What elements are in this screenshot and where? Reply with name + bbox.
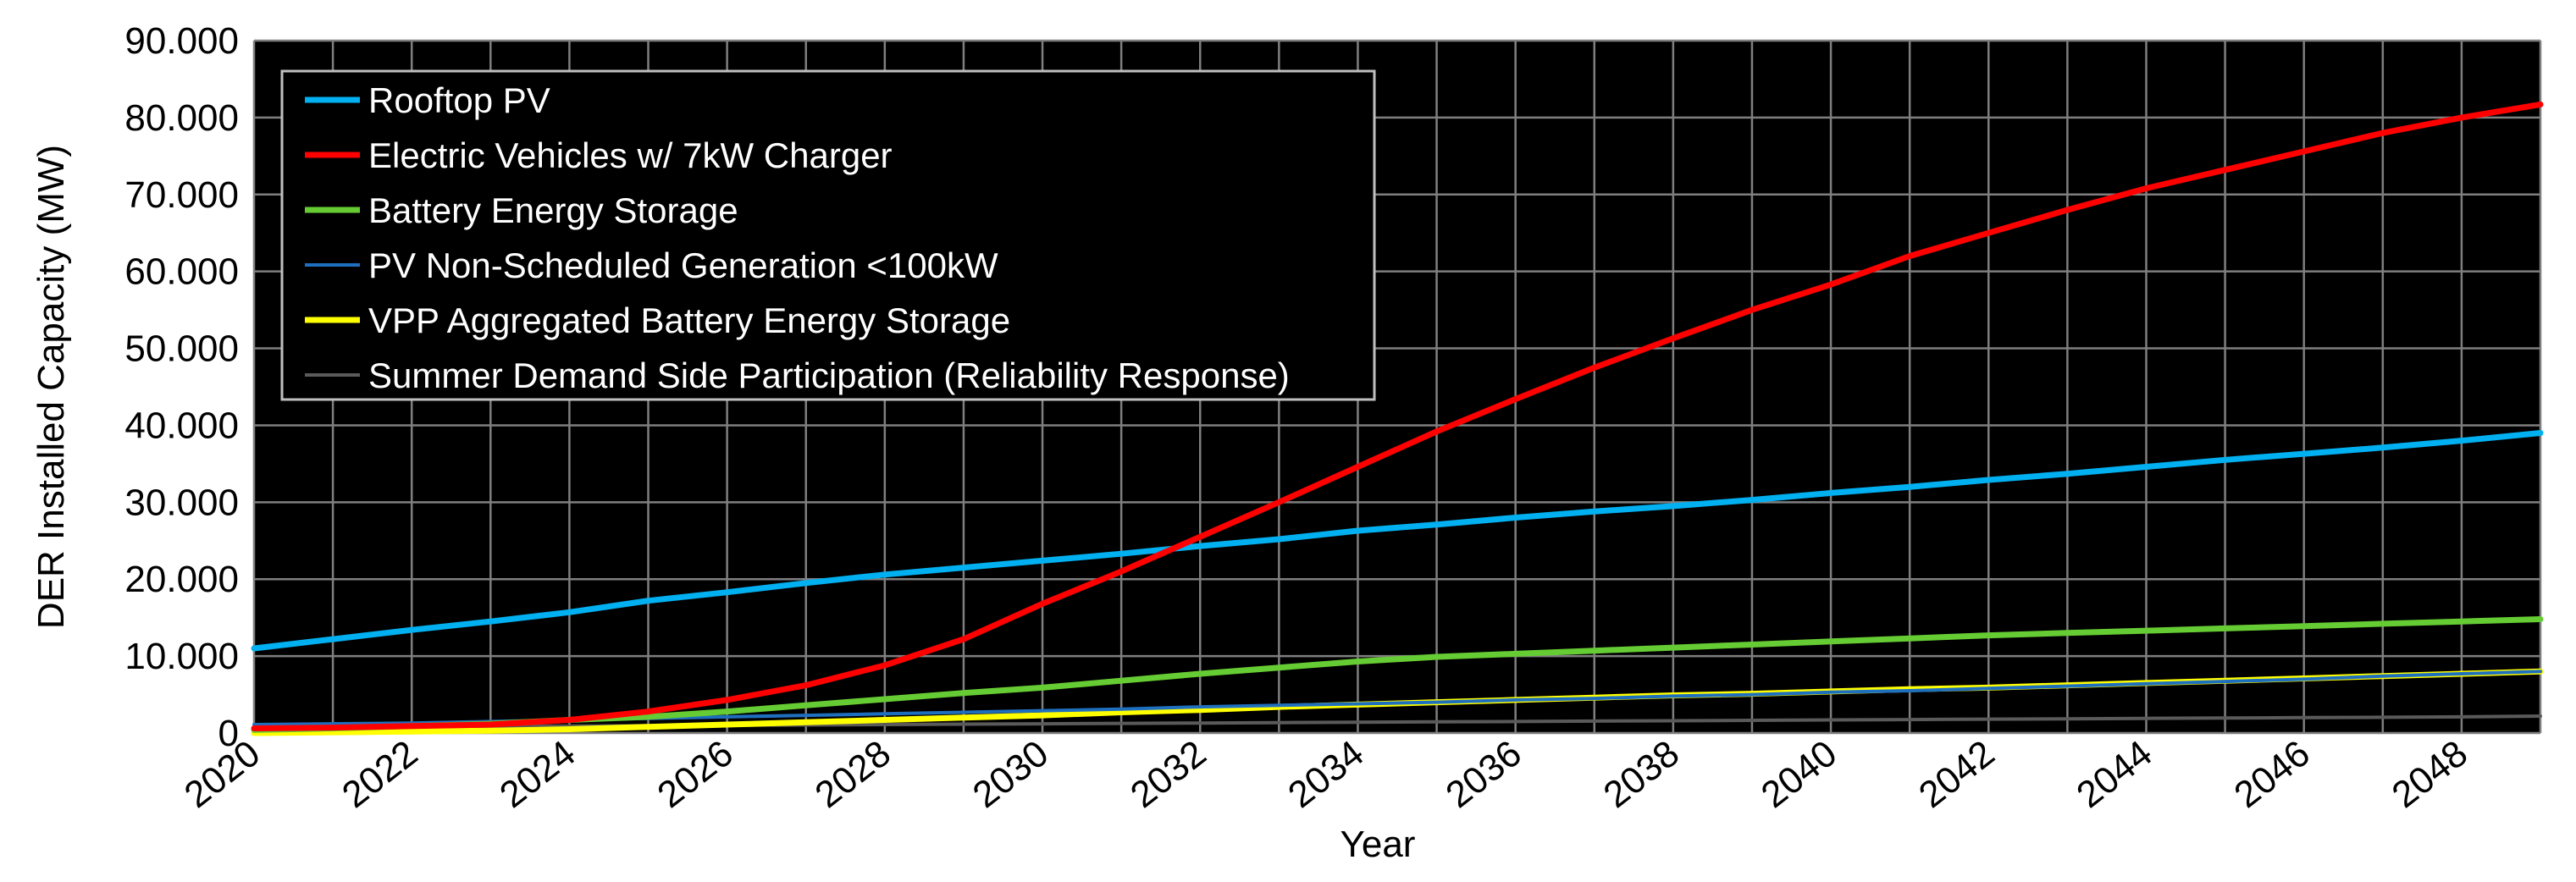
y-axis-label: DER Installed Capacity (MW) — [30, 145, 72, 629]
legend-label: Summer Demand Side Participation (Reliab… — [368, 356, 1290, 395]
y-tick-label: 50.000 — [124, 328, 239, 370]
x-tick-label: 2044 — [2069, 732, 2159, 816]
x-tick-label: 2030 — [965, 732, 1056, 816]
x-axis-ticks: 2020 2022 2024 2026 2028 2030 2032 2034 2036 2038… — [177, 732, 2475, 816]
y-tick-label: 70.000 — [124, 174, 239, 216]
legend-label: VPP Aggregated Battery Energy Storage — [368, 300, 1010, 340]
legend-label: PV Non-Scheduled Generation <100kW — [368, 245, 998, 285]
series-line-2 — [251, 101, 2544, 731]
x-tick-label: 2028 — [808, 732, 898, 816]
x-tick-label: 2026 — [650, 732, 740, 816]
legend-box — [280, 69, 1376, 401]
y-tick-label: 0 — [218, 713, 239, 754]
y-axis-ticks: 0 10.000 20.000 30.000 40.000 50.000 60.000 70.… — [124, 20, 239, 754]
y-tick-label: 60.000 — [124, 251, 239, 293]
legend-label: Rooftop PV — [368, 80, 550, 120]
x-tick-label: 2036 — [1439, 732, 1529, 816]
y-tick-label: 20.000 — [124, 559, 239, 600]
y-tick-label: 90.000 — [124, 20, 239, 62]
series-line-3 — [251, 616, 2544, 733]
x-tick-label: 2048 — [2385, 732, 2475, 816]
x-tick-label: 2022 — [334, 732, 425, 816]
x-axis-label: Year — [1341, 824, 1416, 865]
y-tick-label: 30.000 — [124, 482, 239, 523]
x-tick-label: 2040 — [1754, 732, 1844, 816]
legend-label: Battery Energy Storage — [368, 190, 738, 230]
y-tick-label: 80.000 — [124, 97, 239, 139]
x-tick-label: 2032 — [1123, 732, 1213, 816]
x-tick-label: 2042 — [1911, 732, 2002, 816]
series-line-1 — [251, 430, 2544, 652]
legend-label: Electric Vehicles w/ 7kW Charger — [368, 135, 893, 175]
x-tick-label: 2034 — [1280, 732, 1371, 816]
y-tick-label: 10.000 — [124, 636, 239, 677]
legend: Rooftop PV Electric Vehicles w/ 7kW Charg… — [280, 69, 1376, 401]
x-tick-label: 2024 — [492, 732, 583, 816]
x-tick-label: 2046 — [2227, 732, 2318, 816]
series-lines — [251, 101, 2544, 736]
y-tick-label: 40.000 — [124, 405, 239, 446]
x-tick-label: 2038 — [1596, 732, 1687, 816]
